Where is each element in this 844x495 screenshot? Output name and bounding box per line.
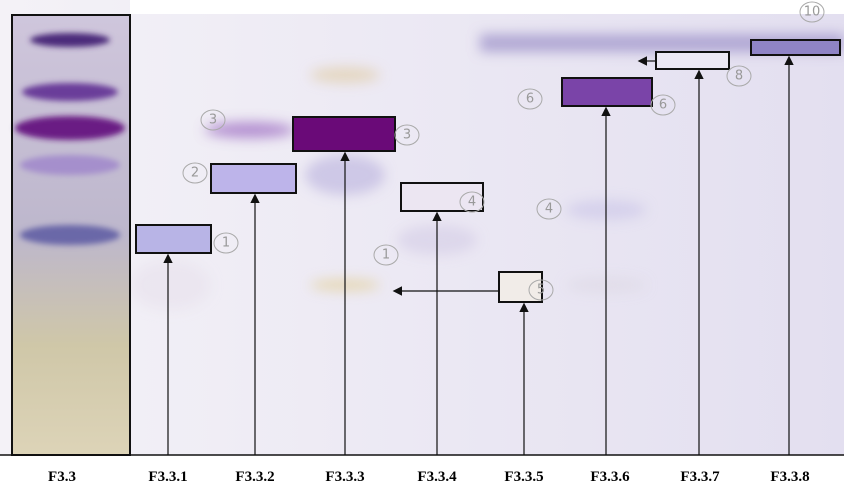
lane-label: F3.3.7 xyxy=(680,469,720,485)
annotation: 1 xyxy=(382,248,390,263)
annotation: 6 xyxy=(526,92,534,107)
lane-label: F3.3.3 xyxy=(325,469,364,485)
lane-label: F3.3.6 xyxy=(590,469,630,485)
annotation: 6 xyxy=(659,98,667,113)
lane-labels: F3.3 F3.3.1 F3.3.2 F3.3.3 F3.3.4 F3.3.5 F3.3.6… xyxy=(48,469,810,485)
annotation: 10 xyxy=(804,5,821,20)
tlc-figure: 3213145466810 F3.3F3.3.1F3.3.2F3.3.3F3.3… xyxy=(0,0,844,495)
annotation: 3 xyxy=(209,113,217,128)
lane-label: F3.3 xyxy=(48,469,76,485)
annotation: 4 xyxy=(545,202,553,217)
lane-label: F3.3.4 xyxy=(417,469,457,485)
lane-label: F3.3.8 xyxy=(770,469,809,485)
annotation: 4 xyxy=(468,195,476,210)
lane-label: F3.3.1 xyxy=(148,469,187,485)
annotation: 2 xyxy=(191,166,199,181)
lane-label: F3.3.5 xyxy=(504,469,543,485)
annotation: 3 xyxy=(403,128,411,143)
lane-label: F3.3.2 xyxy=(235,469,274,485)
annotation: 5 xyxy=(537,283,545,298)
annotation: 1 xyxy=(222,236,230,251)
annotation: 8 xyxy=(735,69,743,84)
